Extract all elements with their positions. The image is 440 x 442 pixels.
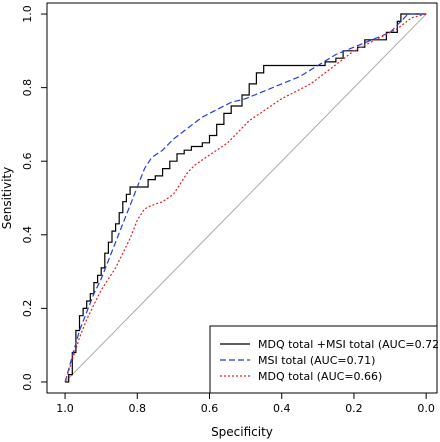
reference-diagonal-line: [64, 13, 427, 383]
x-tick-label: 1.0: [56, 402, 74, 415]
legend-label: MDQ total +MSI total (AUC=0.72): [258, 338, 440, 351]
x-tick-label: 0.2: [345, 402, 363, 415]
x-axis-title: Specificity: [211, 425, 273, 439]
legend-label: MDQ total (AUC=0.66): [258, 370, 382, 383]
legend-label: MSI total (AUC=0.71): [258, 354, 375, 367]
y-tick-label: 1.0: [21, 5, 34, 23]
x-tick-label: 0.6: [201, 402, 219, 415]
y-axis-title: Sensitivity: [0, 167, 14, 229]
roc-curve-series-1: [65, 13, 427, 383]
y-tick-label: 0.4: [21, 226, 34, 244]
y-tick-label: 0.6: [21, 152, 34, 170]
y-tick-label: 0.8: [21, 79, 34, 97]
y-tick-label: 0.2: [21, 300, 34, 318]
x-tick-label: 0.0: [417, 402, 435, 415]
x-tick-label: 0.4: [273, 402, 291, 415]
roc-curve-series-3: [64, 13, 427, 383]
y-tick-label: 0.0: [21, 373, 34, 391]
roc-curve-series-2: [64, 13, 427, 383]
x-tick-label: 0.8: [129, 402, 147, 415]
